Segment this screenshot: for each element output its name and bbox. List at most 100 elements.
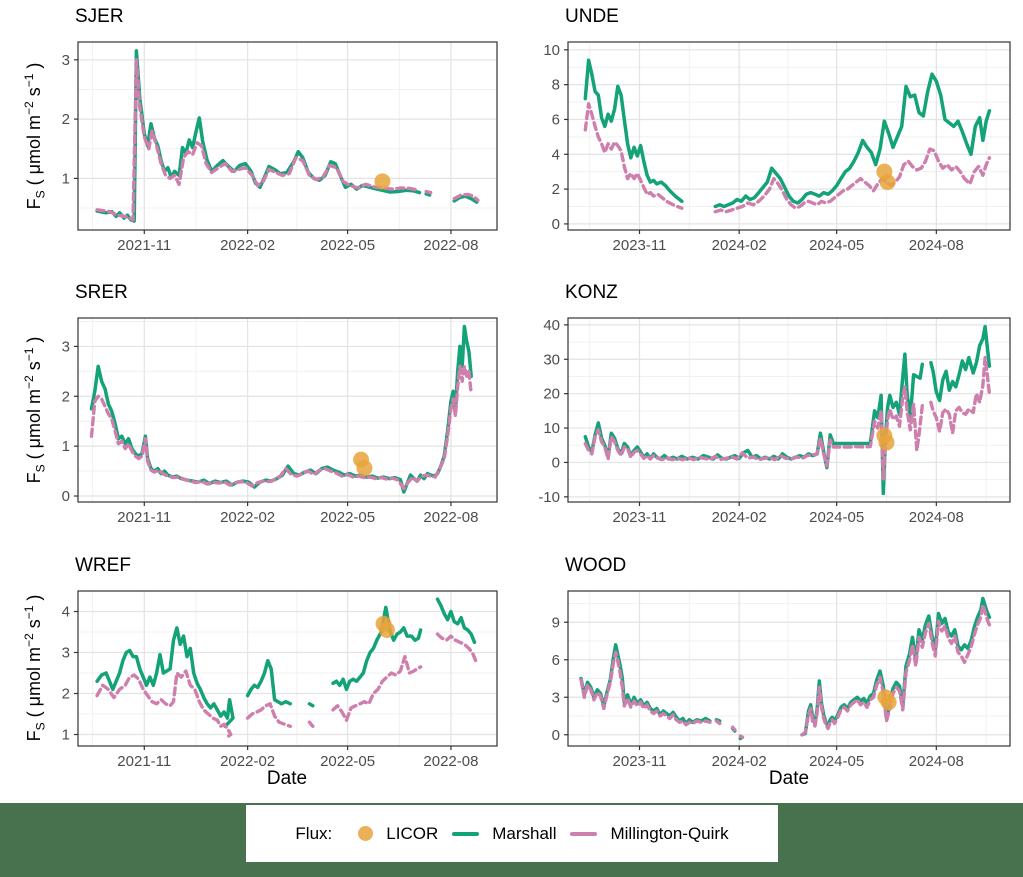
licor-point bbox=[880, 694, 897, 711]
panel-background bbox=[78, 42, 497, 230]
panel-title-srer: SRER bbox=[75, 282, 128, 303]
panel-wood: 0 3 6 9 2023-11 2024-02 2024-05 2024-08 bbox=[552, 590, 1011, 770]
marshall-line bbox=[89, 324, 473, 494]
panel-unde: 0 2 4 6 8 10 2023-11 2024-02 2024-05 2024-08 bbox=[543, 41, 1011, 254]
licor-point bbox=[356, 460, 373, 477]
millington-quirk-line bbox=[89, 364, 473, 491]
panel-background bbox=[568, 591, 1010, 746]
x-tick-label: 2022-02 bbox=[220, 237, 275, 254]
y-tick-label: -10 bbox=[538, 489, 560, 506]
panel-title-wood: WOOD bbox=[565, 555, 627, 576]
y-axis-label: FS ( μmol m−2 s−1 ) bbox=[22, 336, 48, 484]
x-tick-label: 2022-02 bbox=[220, 753, 275, 770]
y-tick-label: 30 bbox=[543, 351, 560, 368]
x-tick-label: 2022-08 bbox=[423, 237, 478, 254]
millington-quirk-line bbox=[713, 147, 992, 214]
y-tick-label: 0 bbox=[552, 454, 560, 471]
legend-item-label: Millington-Quirk bbox=[610, 823, 729, 843]
marshall-line bbox=[307, 702, 315, 708]
millington-quirk-line bbox=[331, 654, 423, 722]
x-tick-label: 2024-08 bbox=[909, 237, 964, 254]
x-tick-label: 2024-08 bbox=[909, 753, 964, 770]
x-tick-label: 2022-02 bbox=[220, 509, 275, 526]
millington-quirk-line bbox=[435, 632, 478, 663]
millington-quirk-line bbox=[452, 192, 480, 203]
x-tick-label: 2024-08 bbox=[909, 509, 964, 526]
panel-border bbox=[567, 590, 1011, 747]
y-tick-label: 4 bbox=[552, 146, 560, 163]
y-tick-label: 6 bbox=[552, 111, 560, 128]
millington-quirk-line bbox=[583, 385, 924, 482]
y-tick-label: 3 bbox=[552, 689, 560, 706]
x-tick-label: 2022-05 bbox=[320, 753, 375, 770]
x-axis-label: Date bbox=[768, 768, 810, 789]
marshall-line-icon bbox=[452, 831, 480, 836]
legend-item-licor: LICOR bbox=[358, 824, 438, 844]
y-tick-label: 40 bbox=[543, 317, 560, 334]
y-tick-label: 3 bbox=[62, 338, 70, 355]
y-tick-label: 1 bbox=[62, 438, 70, 455]
panel-title-konz: KONZ bbox=[565, 282, 618, 303]
y-tick-label: 2 bbox=[62, 388, 70, 405]
y-tick-label: 10 bbox=[543, 420, 560, 437]
y-tick-label: 2 bbox=[552, 181, 560, 198]
y-axis-label: FS ( μmol m−2 s−1 ) bbox=[22, 62, 48, 210]
panel-sjer: 1 2 3 2021-11 2022-02 2022-05 2022-08 bbox=[62, 41, 498, 254]
marshall-line bbox=[245, 658, 293, 706]
panel-wref: 1 2 3 4 2021-11 2022-02 2022-05 2022-08 bbox=[62, 590, 498, 770]
x-tick-label: 2022-05 bbox=[320, 237, 375, 254]
y-tick-label: 8 bbox=[552, 77, 560, 94]
y-tick-label: 9 bbox=[552, 614, 560, 631]
x-tick-label: 2021-11 bbox=[117, 753, 171, 770]
millington-quirk-line bbox=[95, 669, 233, 741]
x-tick-label: 2023-11 bbox=[613, 753, 667, 770]
millington-quirk-line bbox=[929, 355, 992, 435]
marshall-line bbox=[435, 597, 477, 645]
millington-quirk-line bbox=[579, 650, 712, 727]
y-tick-label: 4 bbox=[62, 604, 70, 621]
x-tick-label: 2024-05 bbox=[809, 237, 864, 254]
millington-quirk-line bbox=[583, 102, 684, 210]
legend: Flux: LICOR Marshall Millington-Quirk bbox=[246, 805, 778, 862]
millington-quirk-line bbox=[307, 720, 315, 728]
licor-point-icon bbox=[358, 826, 374, 841]
x-tick-label: 2022-08 bbox=[423, 509, 478, 526]
y-tick-label: 10 bbox=[543, 42, 560, 59]
panel-srer: 0 1 2 3 2021-11 2022-02 2022-05 2022-08 bbox=[62, 317, 498, 526]
millington-quirk-line bbox=[731, 725, 737, 732]
licor-point bbox=[878, 434, 895, 451]
footer-band: Flux: LICOR Marshall Millington-Quirk bbox=[0, 803, 1023, 877]
panel-background bbox=[78, 591, 497, 746]
legend-item-millington: Millington-Quirk bbox=[570, 823, 729, 844]
y-tick-label: 20 bbox=[543, 386, 560, 403]
legend-item-label: Marshall bbox=[492, 823, 557, 843]
panel-border bbox=[77, 41, 498, 231]
licor-point bbox=[378, 621, 395, 638]
millington-quirk-line-icon bbox=[570, 831, 598, 836]
x-tick-label: 2022-08 bbox=[423, 753, 478, 770]
marshall-line bbox=[583, 58, 684, 204]
x-tick-label: 2023-11 bbox=[613, 237, 667, 254]
millington-quirk-line bbox=[738, 734, 745, 739]
licor-point bbox=[879, 174, 896, 191]
legend-item-marshall: Marshall bbox=[452, 824, 556, 844]
panel-title-sjer: SJER bbox=[75, 6, 124, 27]
x-tick-label: 2024-05 bbox=[809, 753, 864, 770]
legend-title: Flux: bbox=[295, 823, 333, 843]
marshall-line bbox=[331, 605, 423, 692]
y-tick-label: 1 bbox=[62, 727, 70, 744]
panel-border bbox=[77, 590, 498, 747]
marshall-line bbox=[713, 72, 992, 209]
panel-border bbox=[77, 317, 498, 503]
panel-title-wref: WREF bbox=[75, 555, 131, 576]
y-tick-label: 3 bbox=[62, 645, 70, 662]
x-tick-label: 2022-05 bbox=[320, 509, 375, 526]
x-tick-label: 2024-02 bbox=[712, 509, 767, 526]
millington-quirk-line bbox=[95, 58, 421, 222]
marshall-line bbox=[929, 324, 992, 403]
x-tick-label: 2021-11 bbox=[117, 237, 171, 254]
y-tick-label: 0 bbox=[62, 488, 70, 505]
millington-quirk-line bbox=[424, 189, 433, 195]
